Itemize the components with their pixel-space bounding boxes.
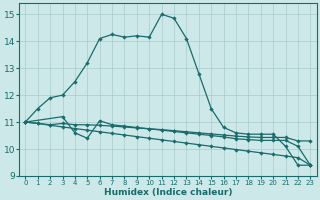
X-axis label: Humidex (Indice chaleur): Humidex (Indice chaleur) bbox=[104, 188, 232, 197]
